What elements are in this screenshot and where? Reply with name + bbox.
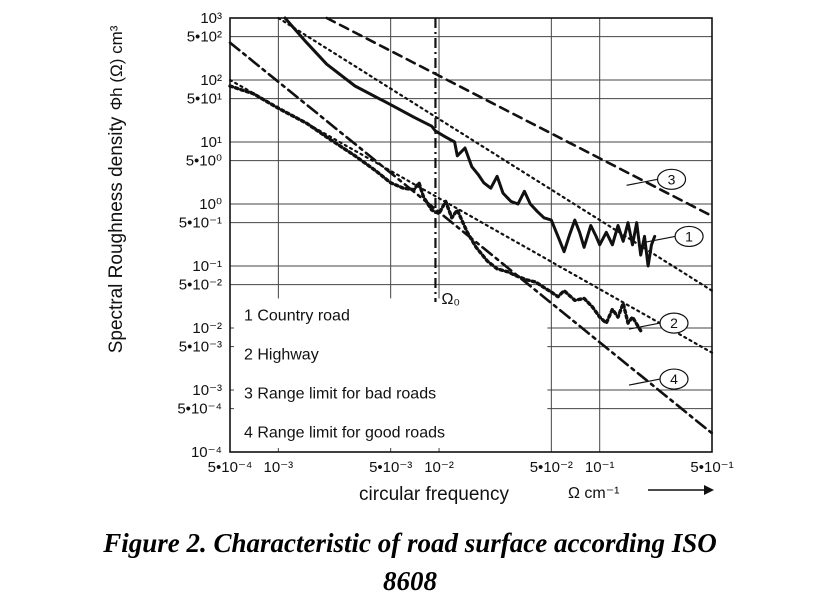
callout-circle <box>659 368 689 390</box>
axis-labels: circular frequency Ω cm⁻¹ Spectral Roughne… <box>106 25 714 505</box>
y-tick-label: 5•10⁻² <box>179 277 222 294</box>
x-tick-label: 5•10⁻² <box>530 459 573 476</box>
legend: 1 Country road 2 Highway 3 Range limit for… <box>244 307 445 441</box>
y-tick-label: 10¹ <box>200 134 222 151</box>
x-tick-label: 10⁻² <box>424 459 454 476</box>
callout-leader <box>643 235 676 244</box>
series-line-aux <box>277 16 714 292</box>
plot-frame <box>229 17 713 453</box>
x-axis-label: circular frequency <box>359 484 509 505</box>
x-tick-label: 5•10⁻¹ <box>690 459 733 476</box>
series-line-3 <box>325 16 714 218</box>
y-tick-label: 10⁻² <box>192 320 222 337</box>
callout-leader <box>628 322 661 330</box>
legend-entry: 3 Range limit for bad roads <box>244 385 436 402</box>
callout-leader <box>628 378 661 386</box>
curve-callouts: 3 1 2 4 <box>626 168 704 390</box>
callout-number: 2 <box>670 315 678 331</box>
legend-background <box>234 298 548 448</box>
x-tick-label: 5•10⁻³ <box>369 459 412 476</box>
callout-circle <box>656 168 687 190</box>
y-axis-symbol: Φh (Ω) cm³ <box>107 25 126 110</box>
series-line-1 <box>283 16 657 268</box>
y-tick-label: 5•10² <box>187 29 222 46</box>
caption-line-1: Figure 2. Characteristic of road surface… <box>103 528 717 558</box>
y-tick-label: 10³ <box>200 10 222 27</box>
plot-border <box>229 17 713 453</box>
grid <box>230 18 712 452</box>
y-tick-label: 5•10⁻¹ <box>179 215 222 232</box>
y-axis-label: Spectral Roughness density <box>106 116 127 353</box>
x-tick-label: 10⁻¹ <box>585 459 615 476</box>
callout-number: 1 <box>685 228 693 244</box>
callout-circle <box>659 312 689 334</box>
series-line-2 <box>228 84 643 333</box>
y-tick-label: 10⁻³ <box>192 382 222 399</box>
y-tick-label: 5•10⁰ <box>186 153 222 170</box>
caption-line-2: 8608 <box>383 566 437 596</box>
x-tick-label: 10⁻³ <box>264 459 294 476</box>
callout-number: 3 <box>668 171 676 187</box>
tick-labels: 5•10⁻⁴ 10⁻³ 5•10⁻³ 10⁻² 5•10⁻² 10⁻¹ 5•10⁻¹ 10³ 5… <box>177 10 733 476</box>
x-tick-label: 5•10⁻⁴ <box>208 459 253 476</box>
series-line-4 <box>228 41 714 435</box>
y-tick-label: 10² <box>200 72 222 89</box>
series-lines: Ω₀ <box>228 16 714 435</box>
spectral-roughness-chart: Ω₀ 5•10⁻⁴ 10⁻³ 5•10⁻³ 10⁻² 5•10⁻² 10⁻¹ 5•10⁻¹ 1… <box>106 10 734 505</box>
callout-number: 4 <box>670 371 678 387</box>
series-line-aux <box>228 78 714 354</box>
y-tick-label: 5•10⁻³ <box>179 339 222 356</box>
x-axis-arrowhead <box>704 485 714 495</box>
x-axis-unit: Ω cm⁻¹ <box>568 485 620 502</box>
y-tick-label: 10⁰ <box>199 196 222 213</box>
figure-caption: Figure 2. Characteristic of road surface… <box>0 524 820 600</box>
legend-entry: 2 Highway <box>244 346 319 363</box>
y-tick-label: 10⁻¹ <box>192 258 222 275</box>
y-tick-label: 5•10⁻⁴ <box>177 401 222 418</box>
y-tick-label: 5•10¹ <box>187 91 222 108</box>
y-tick-label: 10⁻⁴ <box>191 444 222 461</box>
legend-entry: 4 Range limit for good roads <box>244 424 445 441</box>
legend-entry: 1 Country road <box>244 307 350 324</box>
omega0-label: Ω₀ <box>441 291 460 308</box>
callout-leader <box>626 178 658 186</box>
callout-circle <box>674 225 704 248</box>
